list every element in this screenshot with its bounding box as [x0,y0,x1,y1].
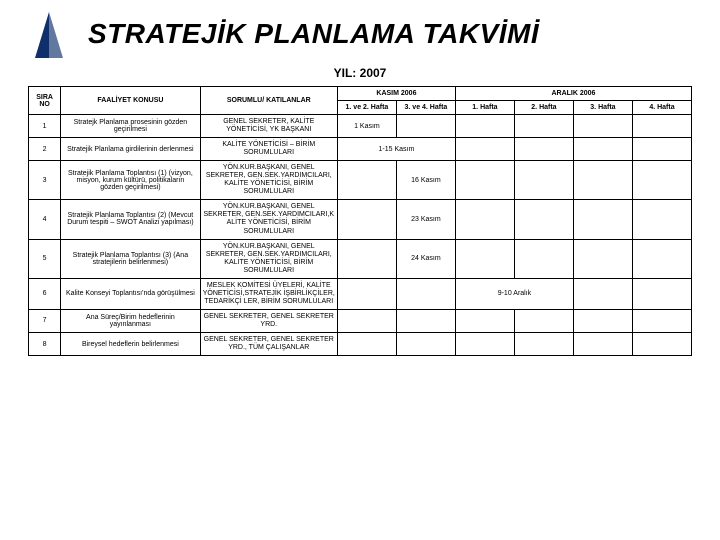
table-cell [632,239,691,278]
table-cell [514,332,573,355]
table-cell [573,161,632,200]
table-cell: 1-15 Kasım [337,138,455,161]
th-kasim: KASIM 2006 [337,87,455,101]
th-people: SORUMLU/ KATILANLAR [200,87,337,115]
table-row: 7Ana Süreç/Birim hedeflerinin yayınlanma… [29,309,692,332]
table-cell: YÖN.KUR.BAŞKANI, GENEL SEKRETER, GEN.SEK… [200,161,337,200]
table-body: 1Stratejk Planlama prosesinin gözden geç… [29,115,692,356]
table-cell [396,278,455,309]
th-k2: 3. ve 4. Hafta [396,101,455,115]
table-cell [337,200,396,239]
table-cell: 2 [29,138,61,161]
table-cell [337,278,396,309]
title-row: STRATEJİK PLANLAMA TAKVİMİ [28,8,692,60]
table-cell: GENEL SEKRETER, GENEL SEKRETER YRD., TÜM… [200,332,337,355]
table-cell [632,309,691,332]
table-cell [396,115,455,138]
table-cell [632,200,691,239]
schedule-table: SIRA NO FAALİYET KONUSU SORUMLU/ KATILAN… [28,86,692,356]
table-head: SIRA NO FAALİYET KONUSU SORUMLU/ KATILAN… [29,87,692,115]
table-cell: Stratejik Planlama Toplantısı (2) (Mevcu… [61,200,200,239]
table-cell: 1 [29,115,61,138]
table-cell [396,309,455,332]
table-cell: 5 [29,239,61,278]
table-cell [455,309,514,332]
th-aralik: ARALIK 2006 [455,87,691,101]
table-cell [337,161,396,200]
table-row: 3Stratejik Planlama Toplantısı (1) (vizy… [29,161,692,200]
table-cell: YÖN.KUR.BAŞKANI, GENEL SEKRETER, GEN.SEK… [200,239,337,278]
table-cell: 1 Kasım [337,115,396,138]
table-cell [396,332,455,355]
table-row: 6Kalite Konseyi Toplantısı'nda görüşülme… [29,278,692,309]
table-cell: Stratejik Planlama Toplantısı (3) (Ana s… [61,239,200,278]
table-cell: GENEL SEKRETER, KALİTE YÖNETİCİSİ, YK BA… [200,115,337,138]
table-row: 1Stratejk Planlama prosesinin gözden geç… [29,115,692,138]
page-title: STRATEJİK PLANLAMA TAKVİMİ [88,18,539,50]
table-cell [455,115,514,138]
table-cell [573,200,632,239]
table-cell [632,161,691,200]
table-cell: 3 [29,161,61,200]
table-cell [632,115,691,138]
table-row: 4Stratejik Planlama Toplantısı (2) (Mevc… [29,200,692,239]
table-cell: KALİTE YÖNETİCİSİ – BİRİM SORUMLULARI [200,138,337,161]
table-cell [514,200,573,239]
table-cell [455,200,514,239]
table-cell [455,332,514,355]
table-cell [514,115,573,138]
table-cell [573,239,632,278]
table-cell: Stratejik Planlama girdilerinin derlenme… [61,138,200,161]
th-k1: 1. ve 2. Hafta [337,101,396,115]
table-cell: 8 [29,332,61,355]
table-cell: MESLEK KOMİTESİ ÜYELERİ, KALİTE YÖNETİCİ… [200,278,337,309]
table-row: 2Stratejik Planlama girdilerinin derlenm… [29,138,692,161]
table-cell [337,309,396,332]
logo-icon [28,8,70,60]
table-row: 5Stratejik Planlama Toplantısı (3) (Ana … [29,239,692,278]
table-cell [514,239,573,278]
table-cell: Kalite Konseyi Toplantısı'nda görüşülmes… [61,278,200,309]
slide: STRATEJİK PLANLAMA TAKVİMİ YIL: 2007 SIR… [0,0,720,540]
table-cell [573,278,632,309]
table-cell [337,332,396,355]
table-cell [455,138,514,161]
table-cell: GENEL SEKRETER, GENEL SEKRETER YRD. [200,309,337,332]
th-activity: FAALİYET KONUSU [61,87,200,115]
table-cell: Ana Süreç/Birim hedeflerinin yayınlanmas… [61,309,200,332]
table-cell: YÖN.KUR.BAŞKANI, GENEL SEKRETER, GEN.SEK… [200,200,337,239]
table-cell [514,309,573,332]
table-cell: Bireysel hedeflerin belirlenmesi [61,332,200,355]
table-cell [573,138,632,161]
th-a1: 1. Hafta [455,101,514,115]
table-cell: 23 Kasım [396,200,455,239]
table-cell: Stratejk Planlama prosesinin gözden geçi… [61,115,200,138]
table-cell: 9-10 Aralık [455,278,573,309]
table-cell [455,161,514,200]
table-row: 8Bireysel hedeflerin belirlenmesiGENEL S… [29,332,692,355]
table-cell [455,239,514,278]
table-cell: 4 [29,200,61,239]
table-cell: 16 Kasım [396,161,455,200]
table-cell [573,309,632,332]
th-sira: SIRA NO [29,87,61,115]
table-cell [337,239,396,278]
table-cell: 6 [29,278,61,309]
table-cell [573,115,632,138]
th-a2: 2. Hafta [514,101,573,115]
table-cell: Stratejik Planlama Toplantısı (1) (vizyo… [61,161,200,200]
table-cell: 7 [29,309,61,332]
table-cell: 24 Kasım [396,239,455,278]
table-cell [514,161,573,200]
th-a3: 3. Hafta [573,101,632,115]
subtitle: YIL: 2007 [28,66,692,80]
table-cell [514,138,573,161]
table-cell [632,332,691,355]
table-cell [573,332,632,355]
table-cell [632,278,691,309]
table-cell [632,138,691,161]
th-a4: 4. Hafta [632,101,691,115]
